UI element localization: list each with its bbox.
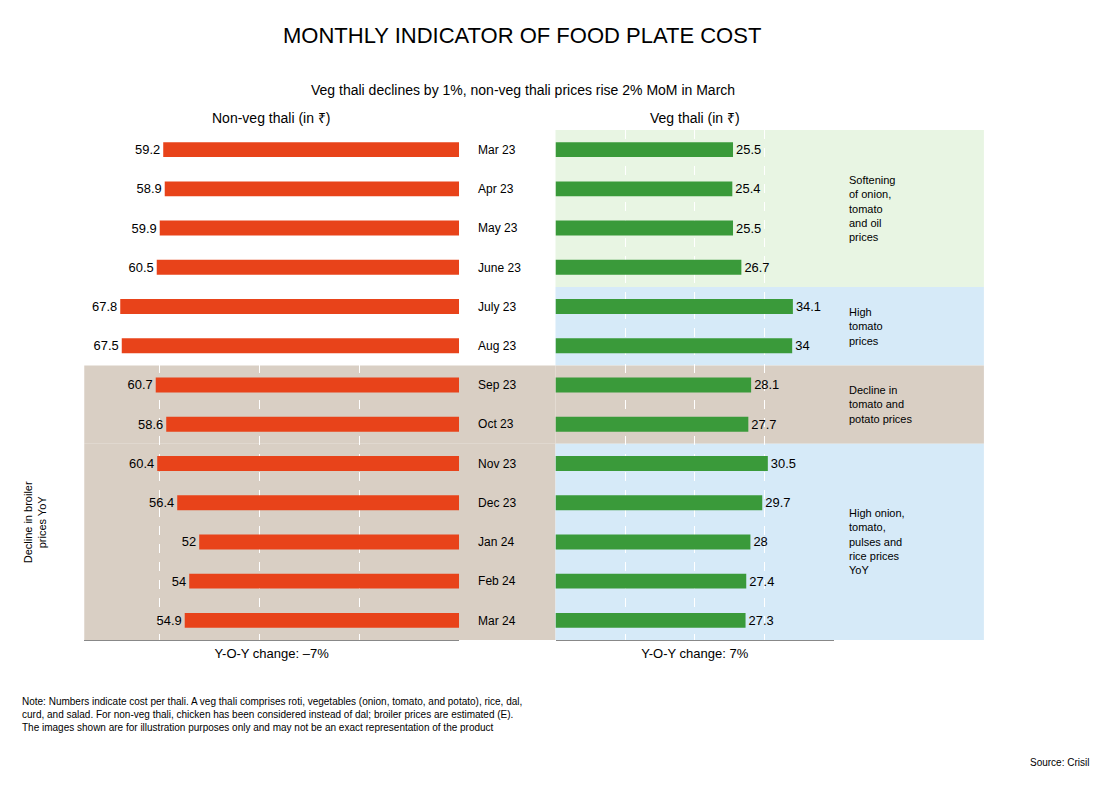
svg-text:Aug 23: Aug 23 bbox=[478, 339, 516, 353]
svg-text:27.7: 27.7 bbox=[751, 417, 776, 432]
svg-text:June 23: June 23 bbox=[478, 261, 521, 275]
svg-text:59.2: 59.2 bbox=[135, 142, 160, 157]
svg-text:25.5: 25.5 bbox=[736, 221, 761, 236]
svg-text:30.5: 30.5 bbox=[771, 456, 796, 471]
svg-text:58.9: 58.9 bbox=[137, 181, 162, 196]
svg-text:Sep 23: Sep 23 bbox=[478, 378, 516, 392]
svg-text:July 23: July 23 bbox=[478, 300, 516, 314]
svg-text:Decline intomato andpotato pri: Decline intomato andpotato prices bbox=[849, 384, 912, 425]
svg-text:34: 34 bbox=[795, 338, 809, 353]
svg-text:Mar 24: Mar 24 bbox=[478, 614, 516, 628]
svg-text:27.4: 27.4 bbox=[749, 574, 774, 589]
svg-text:Veg thali declines by 1%, non-: Veg thali declines by 1%, non-veg thali … bbox=[311, 82, 735, 98]
svg-text:Note: Numbers indicate cost pe: Note: Numbers indicate cost per thali. A… bbox=[22, 696, 522, 733]
svg-text:High onion,tomato,pulses andri: High onion,tomato,pulses andrice pricesY… bbox=[849, 507, 905, 576]
svg-text:56.4: 56.4 bbox=[149, 495, 174, 510]
svg-text:52: 52 bbox=[182, 534, 196, 549]
svg-text:29.7: 29.7 bbox=[765, 495, 790, 510]
svg-text:28: 28 bbox=[753, 534, 767, 549]
svg-text:Non-veg thali (in ₹): Non-veg thali (in ₹) bbox=[212, 110, 331, 126]
svg-text:67.8: 67.8 bbox=[92, 299, 117, 314]
svg-text:Dec 23: Dec 23 bbox=[478, 496, 516, 510]
svg-text:Softeningof onion,tomatoand oi: Softeningof onion,tomatoand oilprices bbox=[849, 174, 895, 243]
svg-text:54: 54 bbox=[172, 574, 186, 589]
svg-text:60.4: 60.4 bbox=[129, 456, 154, 471]
svg-text:27.3: 27.3 bbox=[749, 613, 774, 628]
svg-text:34.1: 34.1 bbox=[796, 299, 821, 314]
svg-text:Nov 23: Nov 23 bbox=[478, 457, 516, 471]
svg-text:58.6: 58.6 bbox=[138, 417, 163, 432]
svg-text:Source: Crisil: Source: Crisil bbox=[1030, 757, 1089, 768]
svg-text:MONTHLY INDICATOR OF FOOD PLAT: MONTHLY INDICATOR OF FOOD PLATE COST bbox=[283, 23, 761, 48]
svg-text:60.7: 60.7 bbox=[128, 377, 153, 392]
svg-text:Oct 23: Oct 23 bbox=[478, 417, 514, 431]
svg-text:Jan 24: Jan 24 bbox=[478, 535, 514, 549]
svg-text:Decline in broilerprices YoY: Decline in broilerprices YoY bbox=[22, 481, 48, 563]
svg-text:May 23: May 23 bbox=[478, 221, 518, 235]
svg-text:54.9: 54.9 bbox=[157, 613, 182, 628]
svg-text:59.9: 59.9 bbox=[132, 221, 157, 236]
svg-text:28.1: 28.1 bbox=[754, 377, 779, 392]
svg-text:67.5: 67.5 bbox=[94, 338, 119, 353]
svg-text:Veg thali (in ₹): Veg thali (in ₹) bbox=[650, 110, 740, 126]
svg-text:Mar 23: Mar 23 bbox=[478, 143, 516, 157]
svg-text:60.5: 60.5 bbox=[129, 260, 154, 275]
svg-text:Hightomatoprices: Hightomatoprices bbox=[849, 306, 883, 347]
svg-text:26.7: 26.7 bbox=[744, 260, 769, 275]
svg-text:Y-O-Y change: –7%: Y-O-Y change: –7% bbox=[215, 646, 330, 661]
svg-text:Y-O-Y change: 7%: Y-O-Y change: 7% bbox=[641, 646, 748, 661]
svg-text:Feb 24: Feb 24 bbox=[478, 574, 516, 588]
svg-text:25.4: 25.4 bbox=[735, 181, 760, 196]
svg-text:Apr 23: Apr 23 bbox=[478, 182, 514, 196]
svg-text:25.5: 25.5 bbox=[736, 142, 761, 157]
